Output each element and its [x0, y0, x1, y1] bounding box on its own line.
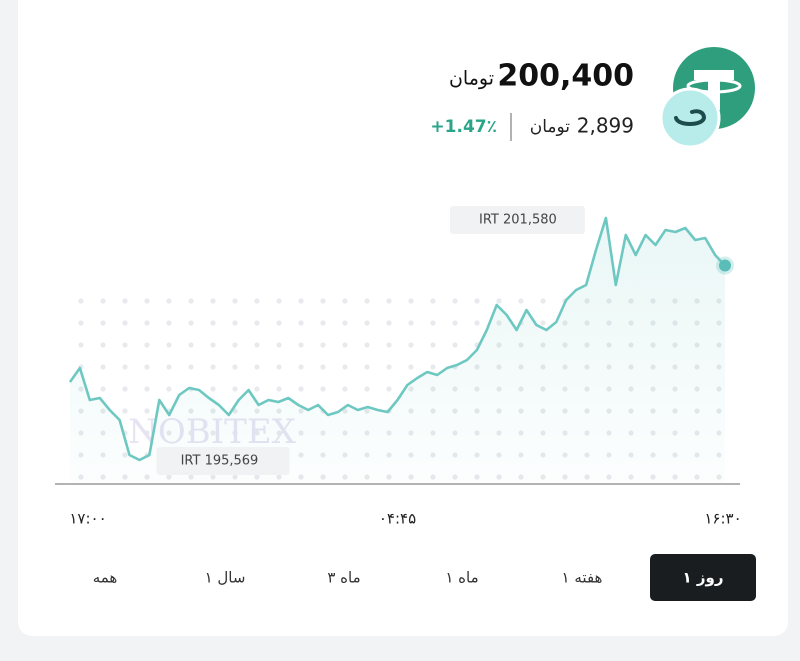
range-button[interactable]: ۳ ماه [327, 569, 360, 587]
min-label: IRT 195,569 [181, 454, 259, 469]
x-tick-label: ۰۴:۴۵ [379, 510, 416, 528]
range-button[interactable]: ۱ سال [205, 569, 246, 587]
range-button-bg[interactable] [650, 554, 756, 601]
max-label: IRT 201,580 [479, 213, 557, 228]
price-line [68, 216, 726, 462]
price-unit: تومان [449, 68, 494, 90]
last-point [719, 259, 731, 272]
change: +1.47٪ [430, 117, 497, 137]
range-button[interactable]: ۱ ماه [445, 569, 478, 587]
max-label-box [449, 206, 585, 234]
min-label-box [156, 447, 290, 475]
range-button[interactable]: همه [93, 569, 118, 587]
price: 200,400 [497, 59, 634, 94]
usd-price: 2,899 [577, 114, 634, 138]
range-button[interactable]: ۱ روز [683, 569, 724, 587]
x-tick-label: ۱۶:۳۰ [704, 510, 741, 528]
area [70, 218, 725, 482]
usd-unit: تومان [530, 117, 571, 137]
toman-icon [659, 87, 721, 149]
range-button[interactable]: ۱ هفته [562, 569, 603, 587]
x-tick-label: ۱۷:۰۰ [69, 510, 106, 528]
